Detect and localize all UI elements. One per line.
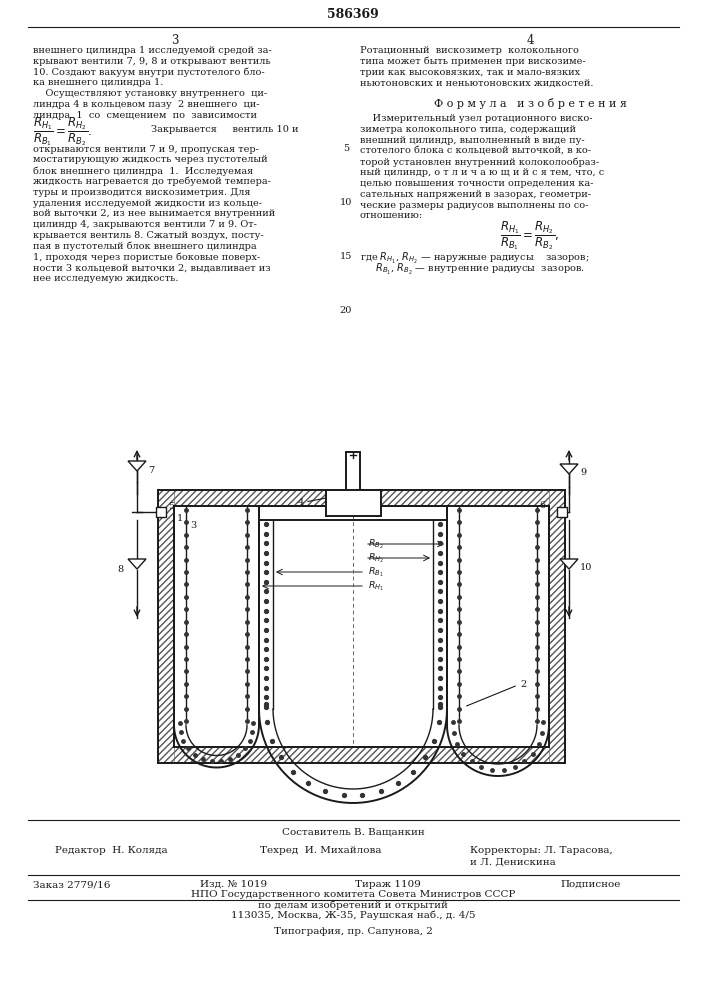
- Text: где $R_{H_1}$, $R_{H_2}$ — наружные радиусы    зазоров;: где $R_{H_1}$, $R_{H_2}$ — наружные ради…: [360, 251, 590, 266]
- Polygon shape: [128, 559, 146, 569]
- Text: Закрывается     вентиль 10 и: Закрывается вентиль 10 и: [151, 125, 298, 134]
- Text: 1, проходя через пористые боковые поверх-: 1, проходя через пористые боковые поверх…: [33, 253, 260, 262]
- Text: Осуществляют установку внутреннего  ци-: Осуществляют установку внутреннего ци-: [33, 89, 267, 98]
- Text: Составитель В. Ващанкин: Составитель В. Ващанкин: [281, 828, 424, 837]
- Text: ный цилиндр, о т л и ч а ю щ и й с я тем, что, с: ный цилиндр, о т л и ч а ю щ и й с я тем…: [360, 168, 604, 177]
- Text: трии как высоковязких, так и мало-вязких: трии как высоковязких, так и мало-вязких: [360, 68, 580, 77]
- Text: 1: 1: [177, 514, 183, 523]
- Text: 113035, Москва, Ж-35, Раушская наб., д. 4/5: 113035, Москва, Ж-35, Раушская наб., д. …: [230, 911, 475, 920]
- Text: Ф о р м у л а   и з о б р е т е н и я: Ф о р м у л а и з о б р е т е н и я: [433, 98, 626, 109]
- Bar: [158, 747, 565, 763]
- Text: отношению:: отношению:: [360, 211, 423, 220]
- Text: 4: 4: [526, 34, 534, 47]
- Text: туры и производится вискозиметрия. Для: туры и производится вискозиметрия. Для: [33, 188, 250, 197]
- Text: 586369: 586369: [327, 8, 379, 21]
- Text: 7: 7: [148, 466, 154, 475]
- Text: $R_{H_1}$: $R_{H_1}$: [368, 579, 384, 593]
- Text: Техред  И. Михайлова: Техред И. Михайлова: [260, 846, 382, 855]
- Polygon shape: [560, 464, 578, 474]
- Text: ньютоновских и неньютоновских жидкостей.: ньютоновских и неньютоновских жидкостей.: [360, 78, 593, 87]
- Text: удаления исследуемой жидкости из кольце-: удаления исследуемой жидкости из кольце-: [33, 199, 262, 208]
- Text: пая в пустотелый блок внешнего цилиндра: пая в пустотелый блок внешнего цилиндра: [33, 242, 257, 251]
- Text: сательных напряжений в зазорах, геометри-: сательных напряжений в зазорах, геометри…: [360, 190, 591, 199]
- Text: ности 3 кольцевой выточки 2, выдавливает из: ности 3 кольцевой выточки 2, выдавливает…: [33, 263, 271, 272]
- Polygon shape: [560, 559, 578, 569]
- Text: Редактор  Н. Коляда: Редактор Н. Коляда: [55, 846, 168, 855]
- Text: 2: 2: [520, 680, 526, 689]
- Text: 6: 6: [539, 501, 545, 510]
- Text: торой установлен внутренний колоколообраз-: торой установлен внутренний колоколообра…: [360, 157, 599, 167]
- Bar: [325, 490, 380, 516]
- Text: 5: 5: [343, 144, 349, 153]
- Text: Измерительный узел ротационного виско-: Измерительный узел ротационного виско-: [360, 114, 592, 123]
- Text: линдра  1  со  смещением  по  зависимости: линдра 1 со смещением по зависимости: [33, 111, 257, 120]
- Text: $R_{H_2}$: $R_{H_2}$: [368, 551, 384, 565]
- Bar: [158, 490, 565, 506]
- Text: Изд. № 1019: Изд. № 1019: [200, 880, 267, 889]
- Text: ческие размеры радиусов выполнены по со-: ческие размеры радиусов выполнены по со-: [360, 201, 588, 210]
- Text: $R_{B_1}$: $R_{B_1}$: [368, 565, 384, 579]
- Text: нее исследуемую жидкость.: нее исследуемую жидкость.: [33, 274, 178, 283]
- Bar: [557, 507, 567, 517]
- Text: крывают вентили 7, 9, 8 и открывают вентиль: крывают вентили 7, 9, 8 и открывают вент…: [33, 57, 271, 66]
- Text: мостатирующую жидкость через пустотелый: мостатирующую жидкость через пустотелый: [33, 155, 268, 164]
- Text: линдра 4 в кольцевом пазу  2 внешнего  ци-: линдра 4 в кольцевом пазу 2 внешнего ци-: [33, 100, 259, 109]
- Polygon shape: [128, 461, 146, 471]
- Text: $\dfrac{R_{H_1}}{R_{B_1}} = \dfrac{R_{H_2}}{R_{B_2}},$: $\dfrac{R_{H_1}}{R_{B_1}} = \dfrac{R_{H_…: [501, 219, 560, 252]
- Text: 10. Создают вакуум внутри пустотелого бло-: 10. Создают вакуум внутри пустотелого бл…: [33, 68, 264, 77]
- Bar: [549, 490, 565, 763]
- Bar: [156, 507, 166, 517]
- Text: целью повышения точности определения ка-: целью повышения точности определения ка-: [360, 179, 593, 188]
- Text: 4: 4: [298, 498, 304, 507]
- Text: 8: 8: [118, 565, 124, 574]
- Text: типа может быть применен при вискозиме-: типа может быть применен при вискозиме-: [360, 57, 585, 66]
- Text: $\dfrac{R_{H_1}}{R_{B_1}} = \dfrac{R_{H_2}}{R_{B_2}}.$: $\dfrac{R_{H_1}}{R_{B_1}} = \dfrac{R_{H_…: [33, 115, 92, 148]
- Text: цилиндр 4, закрываются вентили 7 и 9. От-: цилиндр 4, закрываются вентили 7 и 9. От…: [33, 220, 257, 229]
- Text: стотелого блока с кольцевой выточкой, в ко-: стотелого блока с кольцевой выточкой, в …: [360, 147, 591, 156]
- Text: открываются вентили 7 и 9, пропуская тер-: открываются вентили 7 и 9, пропуская тер…: [33, 145, 259, 154]
- Text: НПО Государственного комитета Совета Министров СССР: НПО Государственного комитета Совета Мин…: [191, 890, 515, 899]
- Text: 9: 9: [580, 468, 586, 477]
- Text: внешний цилиндр, выполненный в виде пу-: внешний цилиндр, выполненный в виде пу-: [360, 136, 585, 145]
- Text: Ротационный  вискозиметр  колокольного: Ротационный вискозиметр колокольного: [360, 46, 579, 55]
- Text: $R_{B_2}$: $R_{B_2}$: [368, 537, 384, 551]
- Bar: [346, 452, 360, 495]
- Text: 5: 5: [168, 502, 174, 511]
- Text: Заказ 2779/16: Заказ 2779/16: [33, 880, 110, 889]
- Text: жидкость нагревается до требуемой темпера-: жидкость нагревается до требуемой темпер…: [33, 177, 271, 186]
- Text: 15: 15: [340, 252, 352, 261]
- Text: 10: 10: [580, 563, 592, 572]
- Text: крывается вентиль 8. Сжатый воздух, посту-: крывается вентиль 8. Сжатый воздух, пост…: [33, 231, 264, 240]
- Text: 20: 20: [340, 306, 352, 315]
- Text: ка внешнего цилиндра 1.: ка внешнего цилиндра 1.: [33, 78, 163, 87]
- Bar: [158, 490, 174, 763]
- Text: Тираж 1109: Тираж 1109: [355, 880, 421, 889]
- Text: по делам изобретений и открытий: по делам изобретений и открытий: [258, 900, 448, 910]
- Text: 3: 3: [171, 34, 179, 47]
- Text: Подписное: Подписное: [560, 880, 620, 889]
- Text: $R_{B_1}$, $R_{B_2}$ — внутренние радиусы  зазоров.: $R_{B_1}$, $R_{B_2}$ — внутренние радиус…: [360, 262, 585, 277]
- Text: 3: 3: [190, 521, 197, 530]
- Text: блок внешнего цилиндра  1.  Исследуемая: блок внешнего цилиндра 1. Исследуемая: [33, 166, 253, 176]
- Text: и Л. Денискина: и Л. Денискина: [470, 858, 556, 867]
- Text: Типография, пр. Сапунова, 2: Типография, пр. Сапунова, 2: [274, 927, 433, 936]
- Text: Корректоры: Л. Тарасова,: Корректоры: Л. Тарасова,: [470, 846, 613, 855]
- Text: 10: 10: [340, 198, 352, 207]
- Text: внешнего цилиндра 1 исследуемой средой за-: внешнего цилиндра 1 исследуемой средой з…: [33, 46, 271, 55]
- Text: зиметра колокольного типа, содержащий: зиметра колокольного типа, содержащий: [360, 125, 576, 134]
- Text: вой выточки 2, из нее вынимается внутренний: вой выточки 2, из нее вынимается внутрен…: [33, 209, 275, 218]
